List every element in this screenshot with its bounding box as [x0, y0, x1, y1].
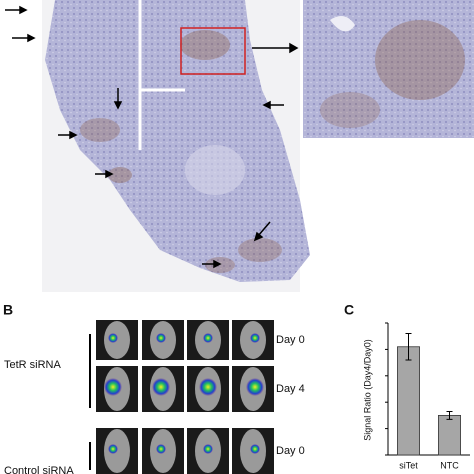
- signal-spot: [104, 378, 122, 396]
- error-bar: [405, 333, 412, 361]
- signal-spot: [156, 333, 166, 343]
- error-bar: [446, 410, 453, 420]
- x-tick-label: siTet: [399, 460, 418, 470]
- panel-label: B: [3, 302, 13, 318]
- day-label: Day 0: [276, 445, 305, 457]
- inset-image: [303, 0, 474, 138]
- day-label: Day 4: [276, 383, 305, 395]
- signal-spot: [152, 378, 170, 396]
- signal-spot: [203, 444, 213, 454]
- panel-label: C: [344, 302, 354, 318]
- group-label: Control siRNA: [4, 465, 74, 474]
- bar-chart: siTet NTC: [385, 322, 470, 470]
- signal-spot: [199, 378, 217, 396]
- y-axis-label: Signal Ratio (Day4/Day0): [362, 339, 372, 441]
- group-label: TetR siRNA: [4, 359, 62, 371]
- signal-spot: [250, 333, 260, 343]
- arrows: [5, 5, 299, 269]
- imaging-panel: Day 0 Day 4 TetR siRNA Day 0 Control siRNA: [4, 320, 305, 474]
- signal-spot: [108, 444, 118, 454]
- signal-spot: [203, 333, 213, 343]
- signal-spot: [250, 444, 260, 454]
- histology-image: [42, 0, 310, 292]
- bar: [397, 346, 420, 456]
- bar: [438, 414, 461, 456]
- signal-spot: [108, 333, 118, 343]
- signal-spot: [156, 444, 166, 454]
- signal-spot: [246, 378, 264, 396]
- day-label: Day 0: [276, 334, 305, 346]
- x-tick-label: NTC: [440, 460, 459, 470]
